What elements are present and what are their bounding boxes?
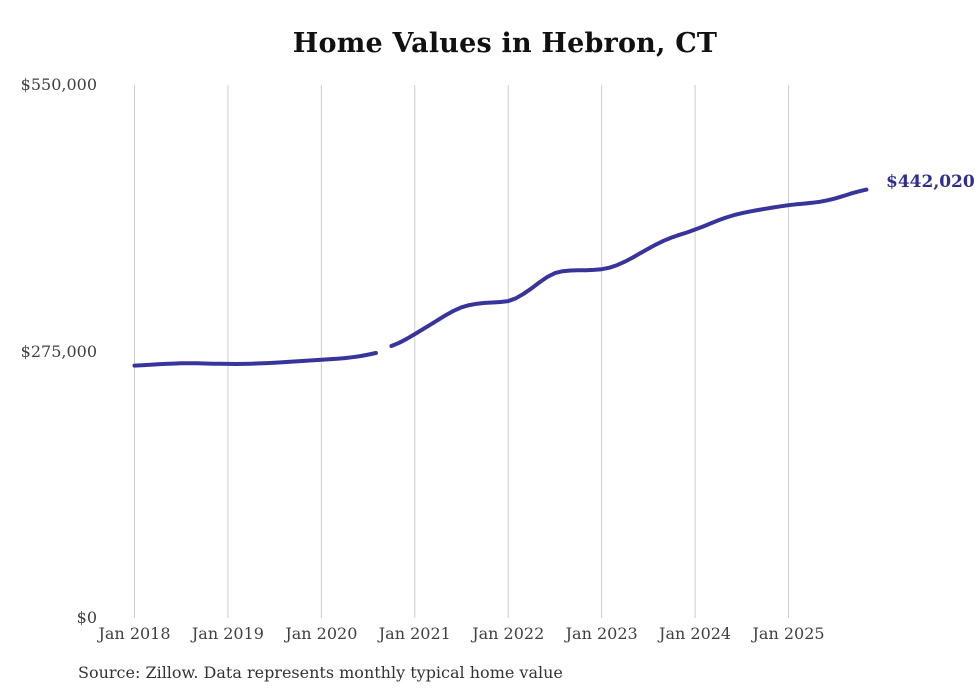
x-tick-label-jan-2020: Jan 2020 bbox=[285, 624, 358, 643]
final-value-label: $442,020 bbox=[886, 172, 975, 192]
x-tick-label-jan-2023: Jan 2023 bbox=[565, 624, 638, 643]
home-value-line-series bbox=[132, 187, 869, 368]
y-tick-label-0: $0 bbox=[76, 608, 97, 627]
x-tick-label-jan-2019: Jan 2019 bbox=[191, 624, 264, 643]
x-tick-label-jan-2021: Jan 2021 bbox=[378, 624, 451, 643]
x-tick-label-jan-2022: Jan 2022 bbox=[472, 624, 545, 643]
y-tick-label-275000: $275,000 bbox=[20, 341, 97, 361]
chart-title: Home Values in Hebron, CT bbox=[292, 28, 718, 59]
x-tick-label-jan-2024: Jan 2024 bbox=[659, 624, 732, 643]
x-tick-label-jan-2025: Jan 2025 bbox=[752, 624, 825, 643]
x-tick-label-jan-2018: Jan 2018 bbox=[98, 624, 171, 643]
y-tick-label-550000: $550,000 bbox=[20, 75, 97, 94]
source-note: Source: Zillow. Data represents monthly … bbox=[78, 663, 563, 682]
